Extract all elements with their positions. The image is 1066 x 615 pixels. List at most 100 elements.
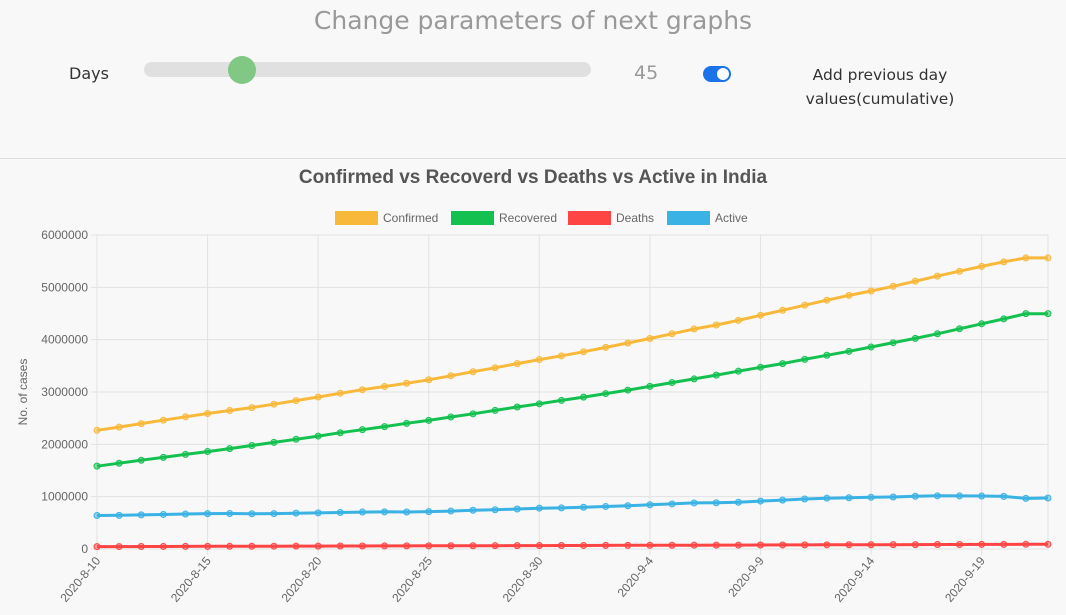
- data-point-recovered: [425, 416, 433, 424]
- data-point-active: [646, 501, 654, 509]
- data-point-recovered: [358, 426, 366, 434]
- data-point-deaths: [690, 541, 698, 549]
- data-point-deaths: [93, 543, 101, 551]
- data-point-confirmed: [779, 306, 787, 314]
- data-point-recovered: [668, 379, 676, 387]
- data-point-confirmed: [336, 389, 344, 397]
- data-point-confirmed: [292, 397, 300, 405]
- data-point-deaths: [779, 541, 787, 549]
- legend-swatch-deaths: [568, 211, 611, 225]
- data-point-active: [1022, 494, 1030, 502]
- data-point-deaths: [1044, 540, 1052, 548]
- data-point-active: [845, 494, 853, 502]
- data-point-active: [911, 492, 919, 500]
- data-point-active: [1000, 492, 1008, 500]
- data-point-confirmed: [491, 364, 499, 372]
- data-point-recovered: [867, 343, 875, 351]
- data-point-confirmed: [270, 400, 278, 408]
- data-point-confirmed: [381, 382, 389, 390]
- data-point-confirmed: [447, 372, 455, 380]
- data-point-confirmed: [845, 291, 853, 299]
- data-point-confirmed: [358, 386, 366, 394]
- legend-swatch-confirmed: [335, 211, 378, 225]
- data-point-active: [1044, 494, 1052, 502]
- data-point-deaths: [1000, 540, 1008, 548]
- data-point-recovered: [137, 456, 145, 464]
- data-point-recovered: [336, 429, 344, 437]
- data-point-confirmed: [956, 267, 964, 275]
- series-line-deaths: [97, 542, 1048, 549]
- data-point-recovered: [624, 386, 632, 394]
- data-point-deaths: [933, 541, 941, 549]
- data-point-recovered: [513, 403, 521, 411]
- data-point-recovered: [381, 423, 389, 431]
- data-point-recovered: [845, 347, 853, 355]
- data-point-confirmed: [756, 311, 764, 319]
- data-point-confirmed: [580, 348, 588, 356]
- data-point-recovered: [270, 438, 278, 446]
- x-tick-label: 2020-8-30: [500, 554, 546, 605]
- data-point-deaths: [602, 541, 610, 549]
- data-point-active: [115, 511, 123, 519]
- data-point-active: [491, 506, 499, 514]
- data-point-deaths: [734, 541, 742, 549]
- data-point-confirmed: [181, 413, 189, 421]
- section-divider: [0, 158, 1066, 159]
- cumulative-toggle[interactable]: [703, 66, 731, 82]
- series-line-active: [96, 494, 1049, 517]
- y-tick-label: 0: [81, 542, 88, 556]
- data-point-deaths: [535, 542, 543, 550]
- x-tick-label: 2020-8-10: [57, 554, 103, 605]
- data-point-confirmed: [867, 287, 875, 295]
- days-slider-track[interactable]: [144, 62, 591, 77]
- data-point-recovered: [491, 406, 499, 414]
- days-slider-thumb[interactable]: [228, 56, 256, 84]
- data-point-recovered: [823, 351, 831, 359]
- legend-swatch-active: [667, 211, 710, 225]
- data-point-confirmed: [801, 301, 809, 309]
- data-point-deaths: [823, 541, 831, 549]
- data-point-confirmed: [1000, 258, 1008, 266]
- data-point-active: [602, 502, 610, 510]
- y-tick-label: 4000000: [41, 333, 88, 347]
- data-point-recovered: [469, 410, 477, 418]
- data-point-confirmed: [226, 406, 234, 414]
- data-point-active: [336, 509, 344, 517]
- data-point-active: [181, 510, 189, 518]
- data-point-deaths: [580, 541, 588, 549]
- data-point-deaths: [159, 542, 167, 550]
- data-point-confirmed: [624, 339, 632, 347]
- data-point-confirmed: [646, 334, 654, 342]
- data-point-confirmed: [535, 356, 543, 364]
- data-point-active: [580, 503, 588, 511]
- data-point-active: [513, 505, 521, 513]
- data-point-active: [801, 495, 809, 503]
- data-point-recovered: [292, 435, 300, 443]
- data-point-deaths: [403, 542, 411, 550]
- series-line-confirmed: [96, 256, 1048, 432]
- data-point-confirmed: [712, 321, 720, 329]
- data-point-recovered: [204, 448, 212, 456]
- data-point-recovered: [248, 442, 256, 450]
- data-point-deaths: [381, 542, 389, 550]
- data-point-recovered: [602, 390, 610, 398]
- data-point-deaths: [270, 542, 278, 550]
- data-point-recovered: [115, 459, 123, 467]
- data-point-deaths: [646, 541, 654, 549]
- y-tick-label: 1000000: [41, 490, 88, 504]
- data-point-deaths: [447, 542, 455, 550]
- data-point-active: [889, 493, 897, 501]
- data-point-recovered: [690, 375, 698, 383]
- data-point-confirmed: [314, 393, 322, 401]
- data-point-recovered: [756, 363, 764, 371]
- x-tick-label: 2020-8-20: [279, 554, 325, 605]
- y-tick-label: 6000000: [41, 228, 88, 242]
- data-point-confirmed: [469, 368, 477, 376]
- data-point-deaths: [624, 541, 632, 549]
- data-point-deaths: [756, 541, 764, 549]
- data-point-recovered: [1000, 315, 1008, 323]
- data-point-recovered: [93, 462, 101, 470]
- data-point-recovered: [557, 396, 565, 404]
- legend-label-deaths: Deaths: [616, 211, 654, 225]
- legend-label-recovered: Recovered: [499, 211, 557, 225]
